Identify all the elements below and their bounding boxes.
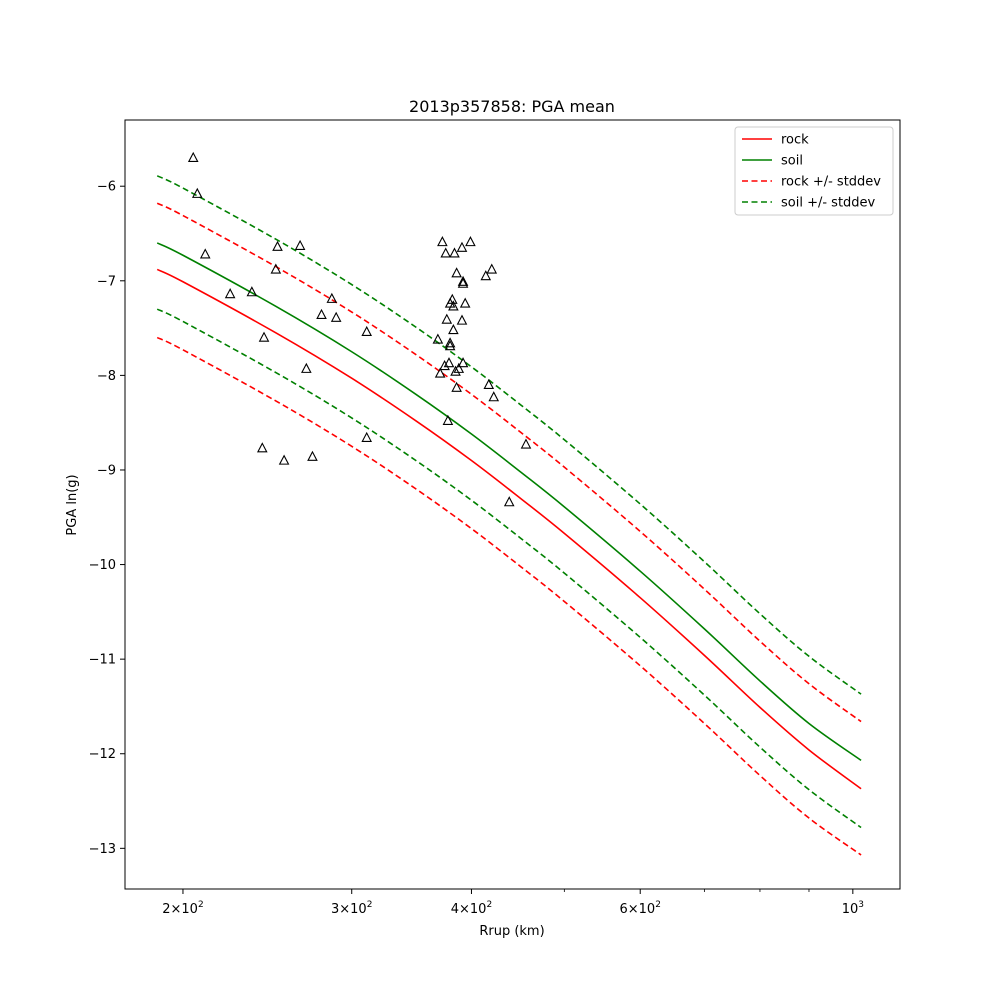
observation-marker	[330, 311, 342, 322]
observation-marker	[483, 378, 495, 390]
y-tick-label: −10	[89, 558, 116, 573]
legend-label: rock	[781, 133, 809, 148]
observation-marker	[361, 431, 373, 442]
observation-marker	[270, 263, 282, 274]
y-tick-label: −6	[97, 180, 116, 195]
observation-marker	[456, 314, 468, 325]
observation-marker	[480, 270, 492, 281]
y-tick-label: −12	[89, 747, 116, 762]
observation-marker	[488, 391, 500, 402]
x-tick-label: 3×102	[331, 900, 372, 917]
legend-box	[734, 126, 894, 216]
observation-marker	[444, 337, 456, 348]
observation-marker	[450, 365, 461, 376]
x-tick-label: 103	[842, 900, 864, 917]
observation-marker	[503, 496, 515, 507]
series-line-3	[156, 336, 862, 856]
y-tick-label: −9	[97, 463, 116, 478]
observation-marker	[448, 324, 459, 335]
x-tick-label: 2×102	[162, 900, 203, 917]
y-tick-label: −8	[97, 369, 116, 384]
series-line-2	[156, 202, 862, 723]
series-line-5	[156, 308, 862, 829]
observation-marker	[272, 240, 283, 251]
legend-label: soil +/- stddev	[781, 196, 876, 211]
observation-marker	[278, 454, 290, 465]
observation-marker	[307, 450, 318, 461]
observation-marker	[453, 362, 465, 373]
legend: rock soil rock +/- stddev soil +/- stddev	[734, 126, 894, 216]
observation-marker	[294, 239, 306, 250]
legend-label: soil	[781, 154, 803, 169]
observation-marker	[437, 236, 448, 247]
observation-marker	[191, 187, 203, 198]
observation-marker	[457, 275, 469, 286]
observation-marker	[224, 288, 236, 299]
observation-marker	[301, 362, 312, 373]
y-axis: −6 −7 −8 −9 −10 −11 −12 −13	[89, 180, 125, 857]
observation-marker	[457, 357, 469, 368]
observation-marker	[246, 286, 258, 297]
observation-marker	[434, 367, 446, 378]
x-tick-label: 4×102	[451, 900, 492, 917]
observation-marker	[326, 292, 338, 303]
observation-marker	[465, 236, 476, 247]
observation-marker	[457, 277, 469, 288]
series-line-1	[156, 242, 862, 762]
observation-marker	[443, 357, 455, 368]
x-tick-label: 6×102	[619, 900, 660, 917]
observation-marker	[451, 267, 462, 278]
observation-marker	[439, 359, 450, 371]
observation-marker	[448, 300, 459, 311]
observation-marker	[442, 414, 454, 425]
observation-marker	[440, 247, 452, 258]
observation-marker	[486, 263, 498, 274]
x-axis: 2×102 3×102 4×102 6×102 103	[162, 889, 864, 917]
observation-marker	[361, 325, 373, 337]
y-tick-label: −11	[89, 653, 116, 668]
observation-marker	[256, 442, 268, 453]
x-axis-label: Rrup (km)	[479, 924, 544, 939]
y-tick-label: −7	[97, 274, 116, 289]
observation-marker	[441, 313, 453, 324]
plot-frame	[124, 119, 901, 890]
y-tick-label: −13	[89, 842, 116, 857]
chart-title: 2013p357858: PGA mean	[409, 97, 615, 116]
series-layer	[156, 175, 862, 856]
observation-marker	[449, 247, 460, 258]
observation-marker	[444, 340, 456, 351]
observation-marker	[451, 381, 462, 392]
legend-label: rock +/- stddev	[781, 175, 881, 190]
observation-marker	[316, 308, 327, 320]
series-line-0	[156, 268, 862, 790]
observation-marker	[520, 438, 532, 449]
observation-marker	[258, 331, 270, 342]
observation-marker	[456, 241, 468, 252]
observation-marker	[199, 248, 211, 259]
observation-marker	[187, 151, 199, 162]
y-axis-label: PGA ln(g)	[65, 474, 80, 535]
observation-marker	[432, 333, 444, 344]
series-line-4	[156, 175, 862, 695]
observations-layer	[187, 151, 532, 507]
observation-marker	[459, 297, 471, 308]
